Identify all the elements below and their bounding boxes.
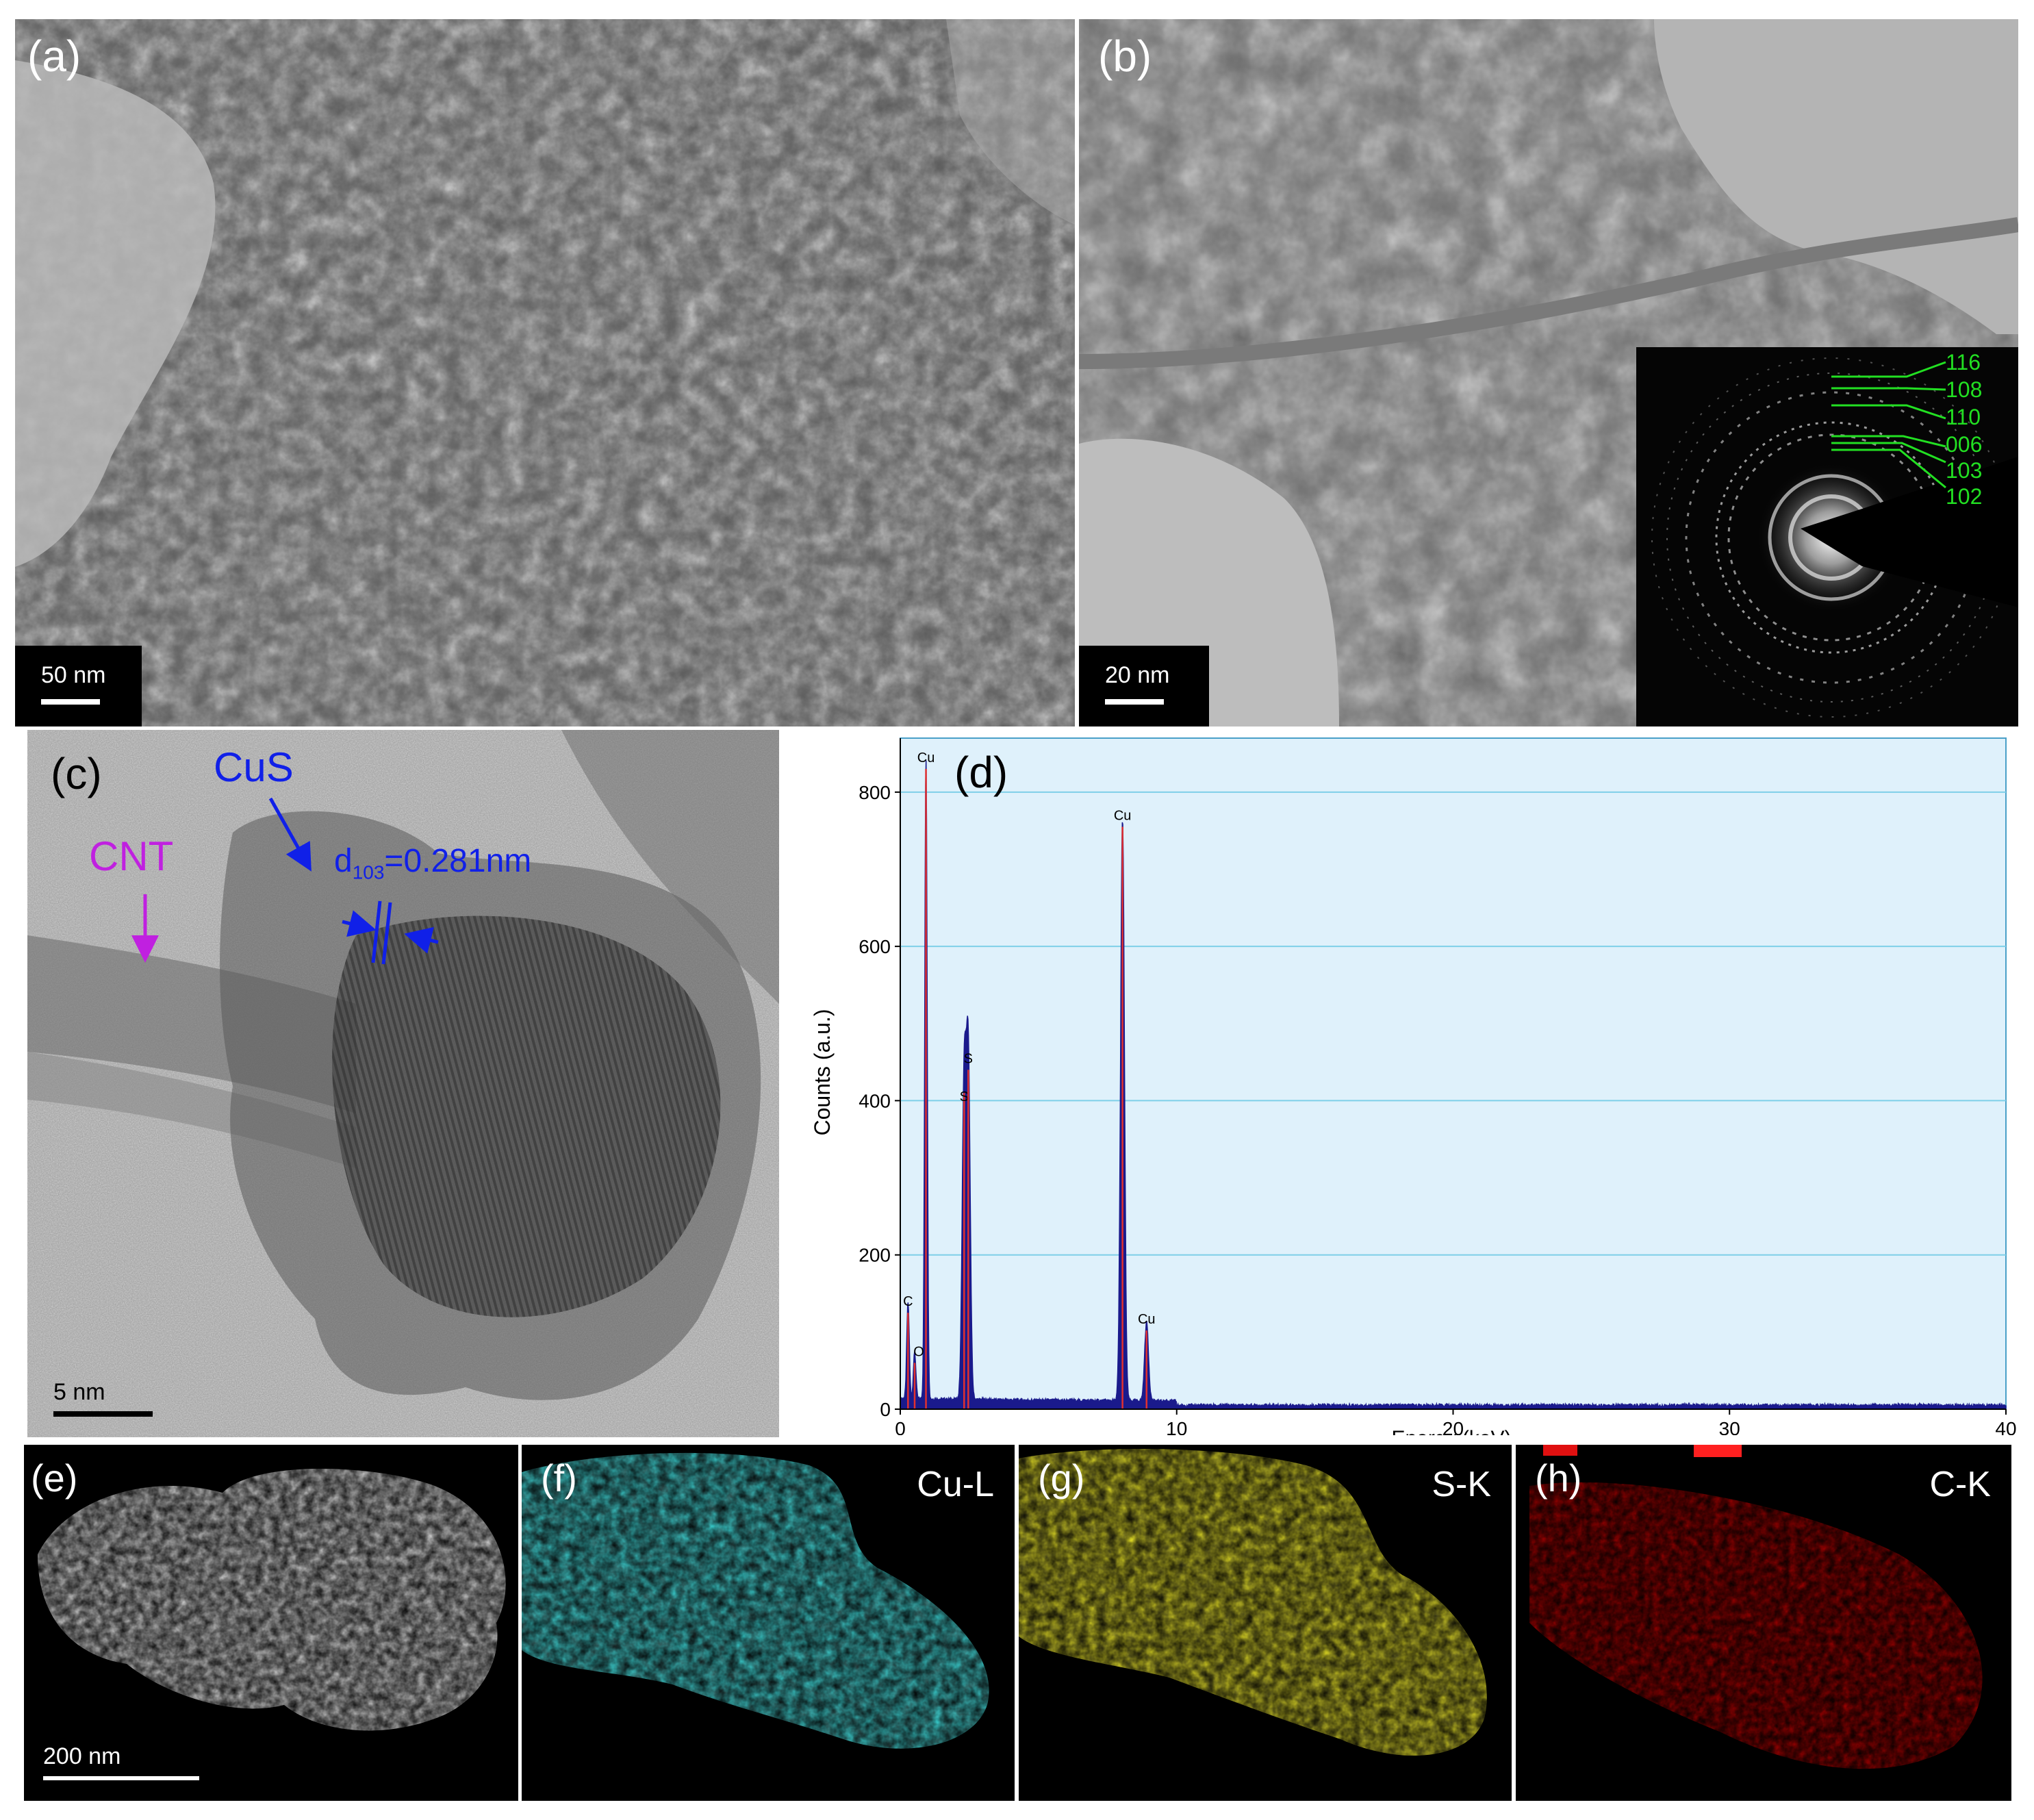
cus-label: CuS (214, 744, 294, 790)
y-tick-label: 0 (880, 1399, 891, 1420)
spectrum-series (900, 760, 2007, 1410)
x-tick-label: 0 (895, 1418, 906, 1435)
peak-label: O (913, 1344, 924, 1359)
tem-texture-a (15, 19, 1075, 726)
scale-bar-a: 50 nm (15, 646, 142, 726)
plot-background (900, 737, 2007, 1410)
y-tick-label: 600 (859, 936, 891, 957)
peak-label: Cu (917, 750, 935, 766)
peak-label: S (960, 1089, 969, 1104)
eds-spectrum-chart: C O Cu S S Cu Cu 0 10 20 30 40 0 200 400 600 800 Energ… (810, 737, 2017, 1435)
x-ticks: 0 10 20 30 40 (895, 1409, 2017, 1435)
d-subscript: 103 (352, 861, 385, 883)
panel-h-c-map: (h) C-K (1516, 1445, 2011, 1801)
panel-f-cu-map: (f) Cu-L (522, 1445, 1015, 1801)
s-k-element-label: S-K (1432, 1465, 1491, 1504)
panel-c-arrows (131, 797, 439, 965)
x-tick-label: 20 (1442, 1418, 1464, 1435)
saed-ring-110: 110 (1946, 405, 1981, 429)
d-symbol: d (334, 843, 353, 879)
saed-ring-116: 116 (1946, 350, 1981, 375)
haadf-texture (38, 1469, 506, 1731)
saed-ring-006: 006 (1946, 432, 1983, 457)
x-axis-label: Energy (keV) (1391, 1427, 1511, 1435)
d-spacing-label: d103=0.281nm (334, 842, 531, 884)
peak-label: Cu (1138, 1312, 1156, 1327)
saed-indicator-lines (1831, 361, 1946, 489)
peak-markers: C O Cu S S Cu Cu (903, 750, 1156, 1409)
saed-pattern (1651, 357, 2018, 718)
gridlines (900, 791, 2006, 1256)
panel-c-hrtem-image: (c) CuS CNT d103=0.281nm 5 nm (27, 730, 779, 1437)
scale-bar-b: 20 nm (1079, 646, 1209, 726)
c-k-element-label: C-K (1929, 1465, 1991, 1504)
spectrum-fill (900, 760, 2007, 1410)
scale-bar-e-line (43, 1776, 199, 1780)
y-tick-label: 800 (859, 782, 891, 803)
peak-label: S (964, 1051, 973, 1066)
d-spacing-marker (342, 900, 439, 965)
scale-bar-c-text: 5 nm (53, 1379, 105, 1405)
scale-bar-c-line (53, 1411, 153, 1417)
c-map-texture (1529, 1445, 1983, 1769)
panel-g-s-map: (g) S-K (1019, 1445, 1512, 1801)
d-value: =0.281nm (384, 843, 532, 879)
peak-label: Cu (1114, 809, 1132, 824)
panel-h-label: (h) (1535, 1456, 1582, 1500)
x-tick-label: 10 (1166, 1418, 1187, 1435)
saed-ring-102: 102 (1946, 484, 1983, 509)
y-tick-label: 400 (859, 1090, 891, 1111)
panel-a-label: (a) (27, 31, 81, 81)
saed-ring-103: 103 (1946, 458, 1983, 483)
y-ticks: 0 200 400 600 800 (859, 782, 900, 1420)
s-map-texture (1019, 1449, 1487, 1756)
cnt-label: CNT (89, 833, 174, 879)
y-axis-label: Counts (a.u.) (810, 1009, 835, 1136)
x-tick-label: 30 (1719, 1418, 1740, 1435)
panel-a-tem-image: (a) 50 nm (15, 19, 1075, 726)
panel-g-label: (g) (1038, 1456, 1085, 1500)
panel-e-haadf-image: (e) 200 nm (24, 1445, 518, 1801)
panel-b-tem-image: (b) 20 nm (1079, 19, 2018, 726)
cu-map-texture (522, 1452, 989, 1749)
scale-bar-e-text: 200 nm (43, 1743, 121, 1769)
panel-f-label: (f) (541, 1456, 577, 1500)
cu-l-element-label: Cu-L (917, 1465, 994, 1504)
hrtem-texture-c (27, 730, 779, 1437)
cus-arrow (268, 797, 312, 872)
panel-c-label: (c) (51, 749, 102, 798)
panel-d-label: (d) (954, 748, 1008, 797)
y-tick-label: 200 (859, 1245, 891, 1266)
panel-b-label: (b) (1098, 31, 1152, 81)
scale-bar-b-text: 20 nm (1105, 662, 1170, 688)
panel-e-label: (e) (31, 1456, 78, 1500)
panel-d-eds-chart: C O Cu S S Cu Cu 0 10 20 30 40 0 200 400 600 800 Energ… (787, 730, 2020, 1435)
saed-inset: 116 108 110 006 103 102 (1636, 347, 2018, 726)
scale-bar-a-text: 50 nm (41, 662, 106, 688)
saed-ring-108: 108 (1946, 377, 1983, 402)
x-tick-label: 40 (1995, 1418, 2016, 1435)
peak-label: C (903, 1294, 913, 1309)
